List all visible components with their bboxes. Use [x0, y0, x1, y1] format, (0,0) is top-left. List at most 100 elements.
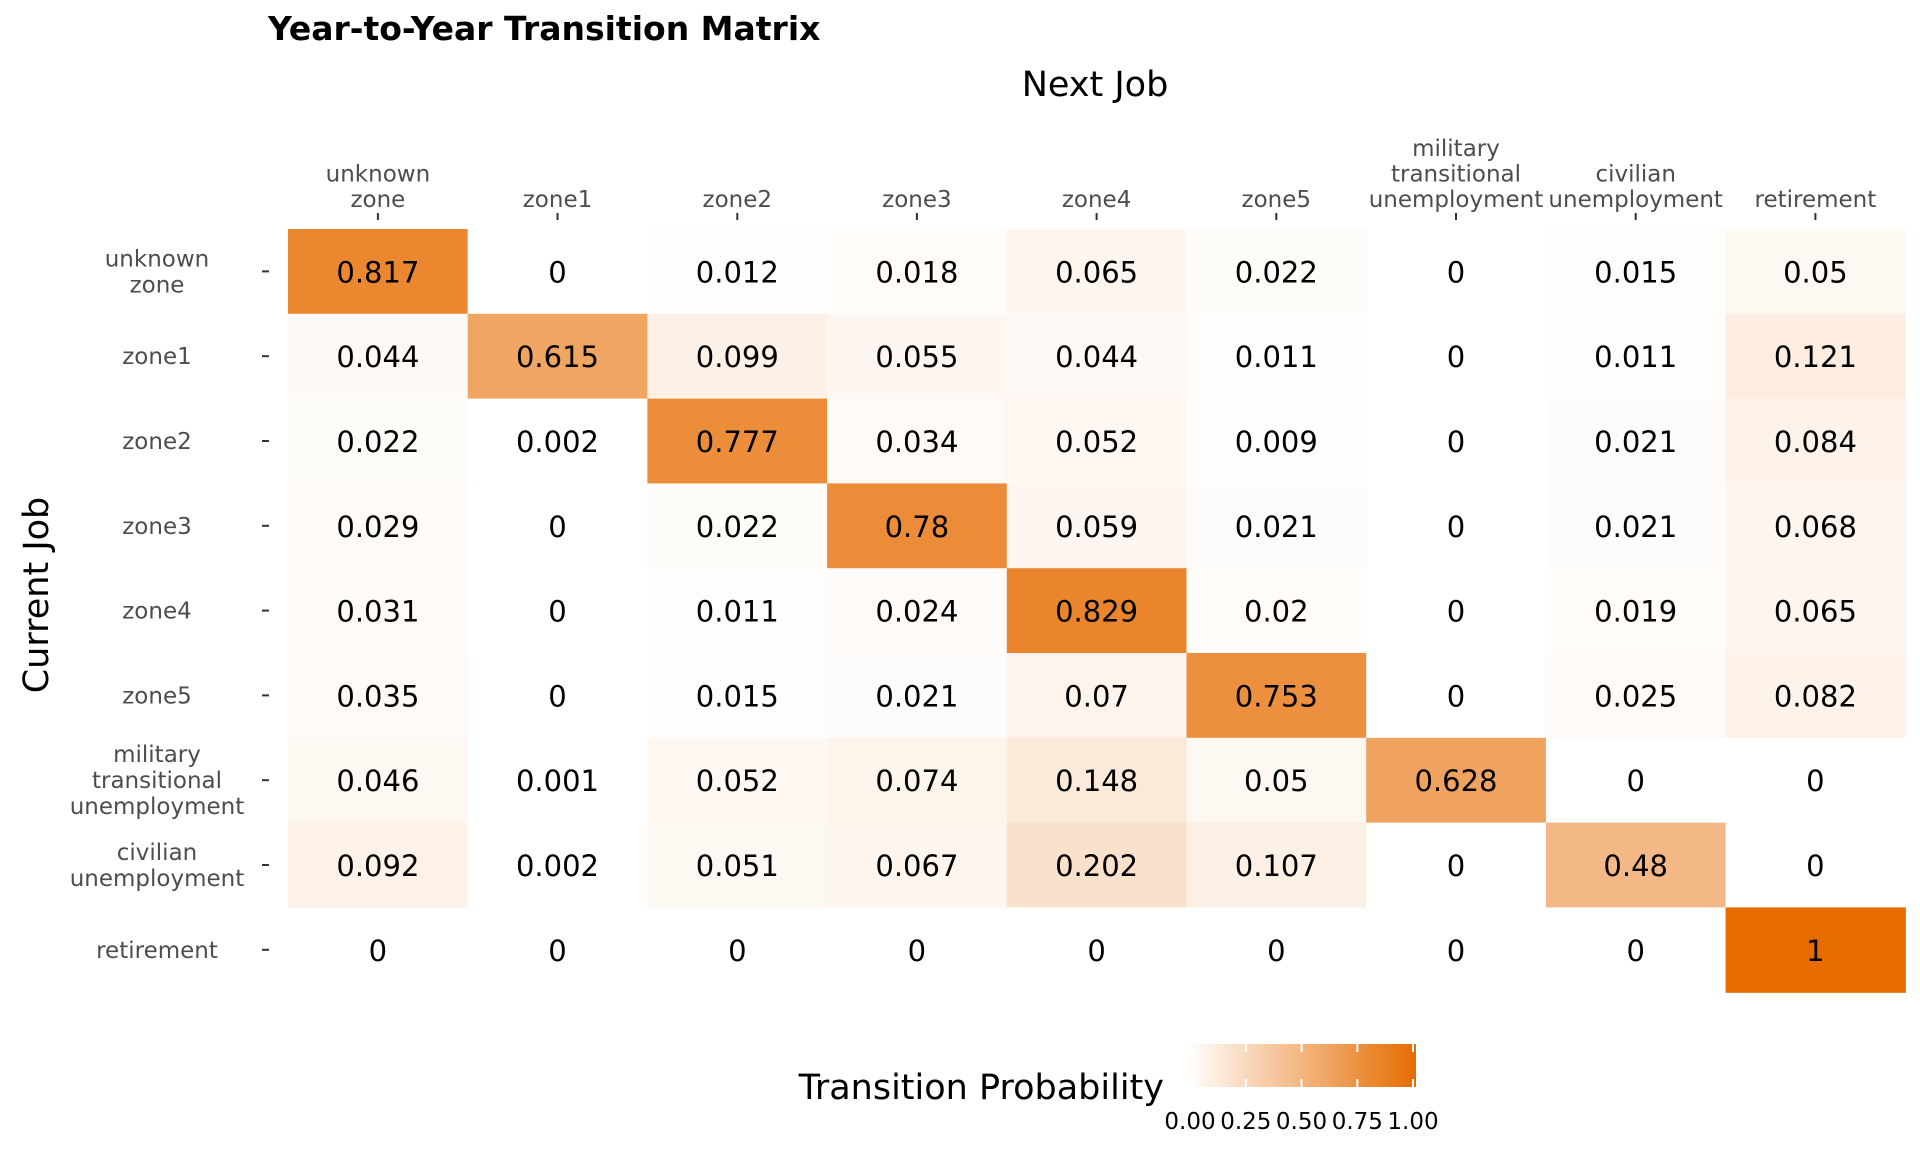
heatmap-cell	[467, 229, 648, 315]
cell-value-label: 0.024	[875, 595, 958, 629]
cell-value-label: 0.022	[1235, 255, 1318, 289]
heatmap-cell	[827, 822, 1008, 908]
y-tick-label: unemployment	[70, 794, 245, 820]
cell-value-label: 0.121	[1774, 340, 1857, 374]
heatmap-cell	[467, 313, 648, 400]
cell-value-label: 0.022	[336, 425, 419, 459]
heatmap-cell	[1186, 653, 1367, 739]
heatmap-cell	[288, 737, 469, 824]
heatmap-cell	[647, 737, 828, 824]
cell-value-label: 0	[1447, 255, 1465, 289]
legend-tick-label: 0.50	[1276, 1109, 1327, 1135]
heatmap-cell	[647, 313, 828, 400]
heatmap-cell	[827, 483, 1008, 569]
heatmap-cell	[288, 822, 469, 908]
heatmap-cells: 0.817 0 0.012 0.018 0.065 0.022 0 0.015 0.05 0.04…	[288, 229, 1906, 993]
cell-value-label: 0	[1447, 849, 1465, 883]
cell-value-label: 0.015	[696, 679, 779, 713]
cell-value-label: 0	[1626, 934, 1644, 968]
legend-tick-label: 0.00	[1164, 1109, 1215, 1135]
y-tick-label: unemployment	[70, 866, 245, 892]
heatmap-cell	[1006, 483, 1188, 569]
heatmap-cell	[647, 568, 828, 654]
cell-value-label: 0.021	[1235, 510, 1318, 544]
y-axis-label: Current Job	[17, 497, 57, 694]
cell-value-label: 0.092	[336, 849, 419, 883]
cell-value-label: 0.052	[1055, 425, 1138, 459]
x-tick-label: zone2	[703, 187, 773, 213]
cell-value-label: 0	[1447, 595, 1465, 629]
cell-value-label: 0	[1447, 934, 1465, 968]
heatmap-cell	[647, 229, 828, 315]
heatmap-cell	[1186, 398, 1367, 484]
cell-value-label: 0.002	[516, 849, 599, 883]
heatmap-cell	[1725, 229, 1906, 315]
heatmap-cell	[467, 822, 648, 908]
x-tick-label: zone3	[882, 187, 952, 213]
heatmap-cell	[1366, 398, 1547, 484]
legend-tick-label: 0.25	[1220, 1109, 1271, 1135]
y-tick-label: civilian	[117, 840, 198, 866]
heatmap-cell	[1186, 737, 1367, 824]
cell-value-label: 0.107	[1235, 849, 1318, 883]
heatmap-cell	[1725, 483, 1906, 569]
heatmap-cell	[647, 483, 828, 569]
cell-value-label: 0.025	[1594, 679, 1677, 713]
cell-value-label: 0.148	[1055, 764, 1138, 798]
heatmap-cell	[288, 483, 469, 569]
cell-value-label: 0	[548, 510, 566, 544]
cell-value-label: 0.029	[336, 510, 419, 544]
heatmap-cell	[1186, 483, 1367, 569]
y-tick-label: transitional	[92, 768, 222, 794]
cell-value-label: 0.068	[1774, 510, 1857, 544]
cell-value-label: 0.022	[696, 510, 779, 544]
heatmap-cell	[1725, 313, 1906, 400]
cell-value-label: 0.065	[1055, 255, 1138, 289]
cell-value-label: 1	[1806, 934, 1824, 968]
y-tick-label: zone4	[122, 599, 192, 625]
heatmap-cell	[1366, 229, 1547, 315]
cell-value-label: 0.628	[1414, 764, 1497, 798]
heatmap-cell	[467, 568, 648, 654]
heatmap-cell	[1366, 483, 1547, 569]
x-axis-label: Next Job	[1022, 65, 1169, 105]
heatmap-cell	[1006, 737, 1188, 824]
cell-value-label: 0.021	[1594, 425, 1677, 459]
cell-value-label: 0	[1806, 849, 1824, 883]
heatmap-cell	[467, 737, 648, 824]
cell-value-label: 0	[369, 934, 387, 968]
heatmap-cell	[647, 653, 828, 739]
legend-tick-label: 0.75	[1332, 1109, 1383, 1135]
heatmap-cell	[827, 398, 1008, 484]
cell-value-label: 0.084	[1774, 425, 1857, 459]
heatmap-cell	[1186, 229, 1367, 315]
heatmap-cell	[288, 313, 469, 400]
heatmap-cell	[467, 398, 648, 484]
legend-title: Transition Probability	[798, 1068, 1164, 1108]
x-tick-label: unemployment	[1548, 187, 1723, 213]
heatmap-cell	[1545, 313, 1727, 400]
heatmap-cell	[1366, 822, 1547, 908]
cell-value-label: 0.78	[885, 510, 950, 544]
cell-value-label: 0.202	[1055, 849, 1138, 883]
heatmap-cell	[1366, 568, 1547, 654]
heatmap-cell	[1186, 907, 1367, 993]
x-tick-label: zone5	[1242, 187, 1312, 213]
cell-value-label: 0	[1447, 425, 1465, 459]
heatmap-cell	[1186, 313, 1367, 400]
cell-value-label: 0.099	[696, 340, 779, 374]
heatmap-cell	[1545, 907, 1727, 993]
cell-value-label: 0	[728, 934, 746, 968]
cell-value-label: 0.615	[516, 340, 599, 374]
heatmap-cell	[827, 653, 1008, 739]
heatmap-cell	[1366, 653, 1547, 739]
legend-tick-label: 1.00	[1387, 1109, 1438, 1135]
cell-value-label: 0.02	[1244, 595, 1309, 629]
x-tick-label: unknown	[326, 162, 431, 188]
cell-value-label: 0.051	[696, 849, 779, 883]
y-tick-label: zone5	[122, 683, 192, 709]
cell-value-label: 0.055	[875, 340, 958, 374]
heatmap-cell	[1006, 229, 1188, 315]
heatmap-cell	[1186, 822, 1367, 908]
